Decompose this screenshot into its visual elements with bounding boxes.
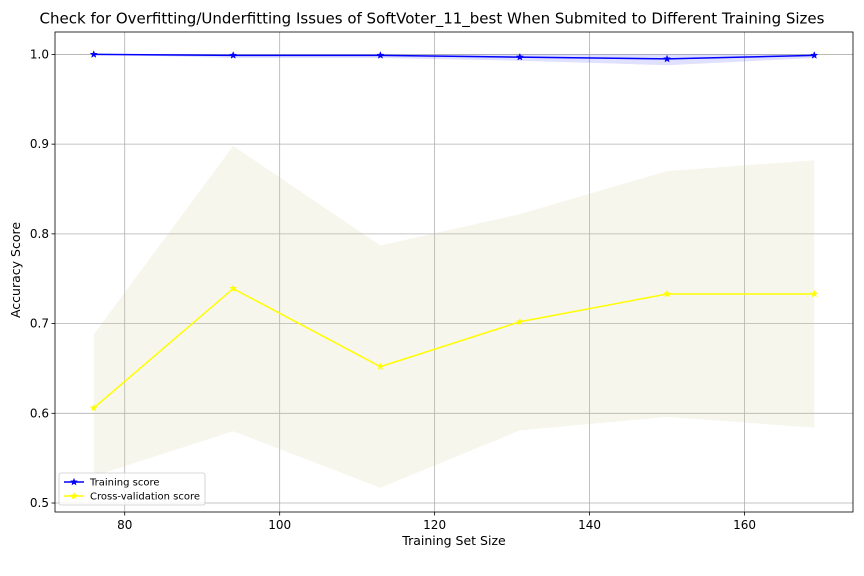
series-band-1 xyxy=(93,145,815,488)
axes-frame xyxy=(54,31,854,513)
series-line-1 xyxy=(93,287,815,409)
legend-marker-0 xyxy=(69,477,79,486)
legend-label-1: Cross-validation score xyxy=(90,492,200,503)
series-point-0 xyxy=(376,51,385,59)
x-tick-label: 160 xyxy=(733,518,756,532)
legend-label-0: Training score xyxy=(89,478,160,489)
series-point-1 xyxy=(376,362,385,371)
y-tick-label: 0.7 xyxy=(30,317,49,331)
series-line-0 xyxy=(93,53,815,60)
legend: Training score Cross-validation score xyxy=(58,472,206,506)
series-point-1 xyxy=(229,284,238,293)
series-point-1 xyxy=(89,403,98,412)
series-point-0 xyxy=(515,52,524,61)
x-tick-label: 100 xyxy=(268,518,291,532)
series-point-0 xyxy=(89,50,98,58)
x-axis-label: Training Set Size xyxy=(401,533,506,548)
y-tick-label: 0.6 xyxy=(30,406,49,420)
y-tick-label: 0.5 xyxy=(30,496,49,510)
legend-marker-1 xyxy=(69,491,79,500)
y-tick-label: 0.8 xyxy=(30,227,49,241)
x-tick-label: 120 xyxy=(423,518,446,532)
y-axis-label: Accuracy Score xyxy=(8,222,23,318)
y-tick-label: 1.0 xyxy=(30,47,49,61)
series-point-0 xyxy=(229,51,238,59)
series-band-0 xyxy=(93,54,815,66)
series-point-1 xyxy=(515,317,524,326)
chart-title: Check for Overfitting/Underfitting Issue… xyxy=(40,10,825,29)
series-point-0 xyxy=(662,54,672,63)
legend-box xyxy=(58,472,206,506)
series-point-0 xyxy=(810,51,819,59)
plot-area: 80 100 120 140 160 0.5 0.6 0.7 0.8 0.9 1.0 xyxy=(30,31,854,532)
series-point-1 xyxy=(810,289,819,298)
y-tick-label: 0.9 xyxy=(30,137,49,151)
x-tick-label: 140 xyxy=(578,518,601,532)
x-tick-label: 80 xyxy=(117,518,132,532)
series-point-1 xyxy=(662,289,672,298)
